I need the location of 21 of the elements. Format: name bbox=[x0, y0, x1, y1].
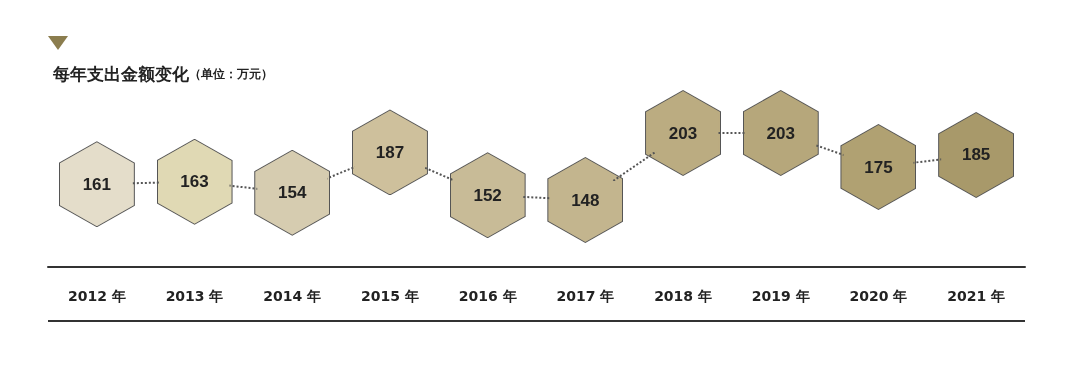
x-tick-label: 2012 年 bbox=[67, 288, 126, 304]
data-label: 203 bbox=[766, 123, 795, 143]
x-tick-label: 2017 年 bbox=[556, 288, 615, 304]
x-tick-label: 2016 年 bbox=[458, 288, 517, 304]
data-label: 152 bbox=[473, 185, 502, 205]
data-label: 161 bbox=[82, 174, 112, 194]
data-label: 175 bbox=[864, 157, 893, 177]
x-tick-label: 2014 年 bbox=[263, 288, 322, 304]
x-tick-label: 2015 年 bbox=[361, 288, 419, 304]
data-label: 163 bbox=[180, 172, 209, 192]
x-tick-label: 2019 年 bbox=[751, 288, 810, 304]
x-tick-label: 2021 年 bbox=[947, 288, 1006, 304]
data-label: 148 bbox=[571, 190, 600, 210]
x-tick-label: 2013 年 bbox=[165, 288, 224, 304]
x-tick-label: 2020 年 bbox=[849, 288, 908, 304]
data-label: 203 bbox=[668, 123, 698, 143]
data-label: 154 bbox=[278, 183, 307, 203]
chart-title: 每年支出金额变化（单位：万元） bbox=[52, 63, 273, 84]
x-tick-label: 2018 年 bbox=[654, 288, 712, 304]
data-label: 185 bbox=[961, 145, 991, 165]
data-label: 187 bbox=[375, 142, 405, 162]
